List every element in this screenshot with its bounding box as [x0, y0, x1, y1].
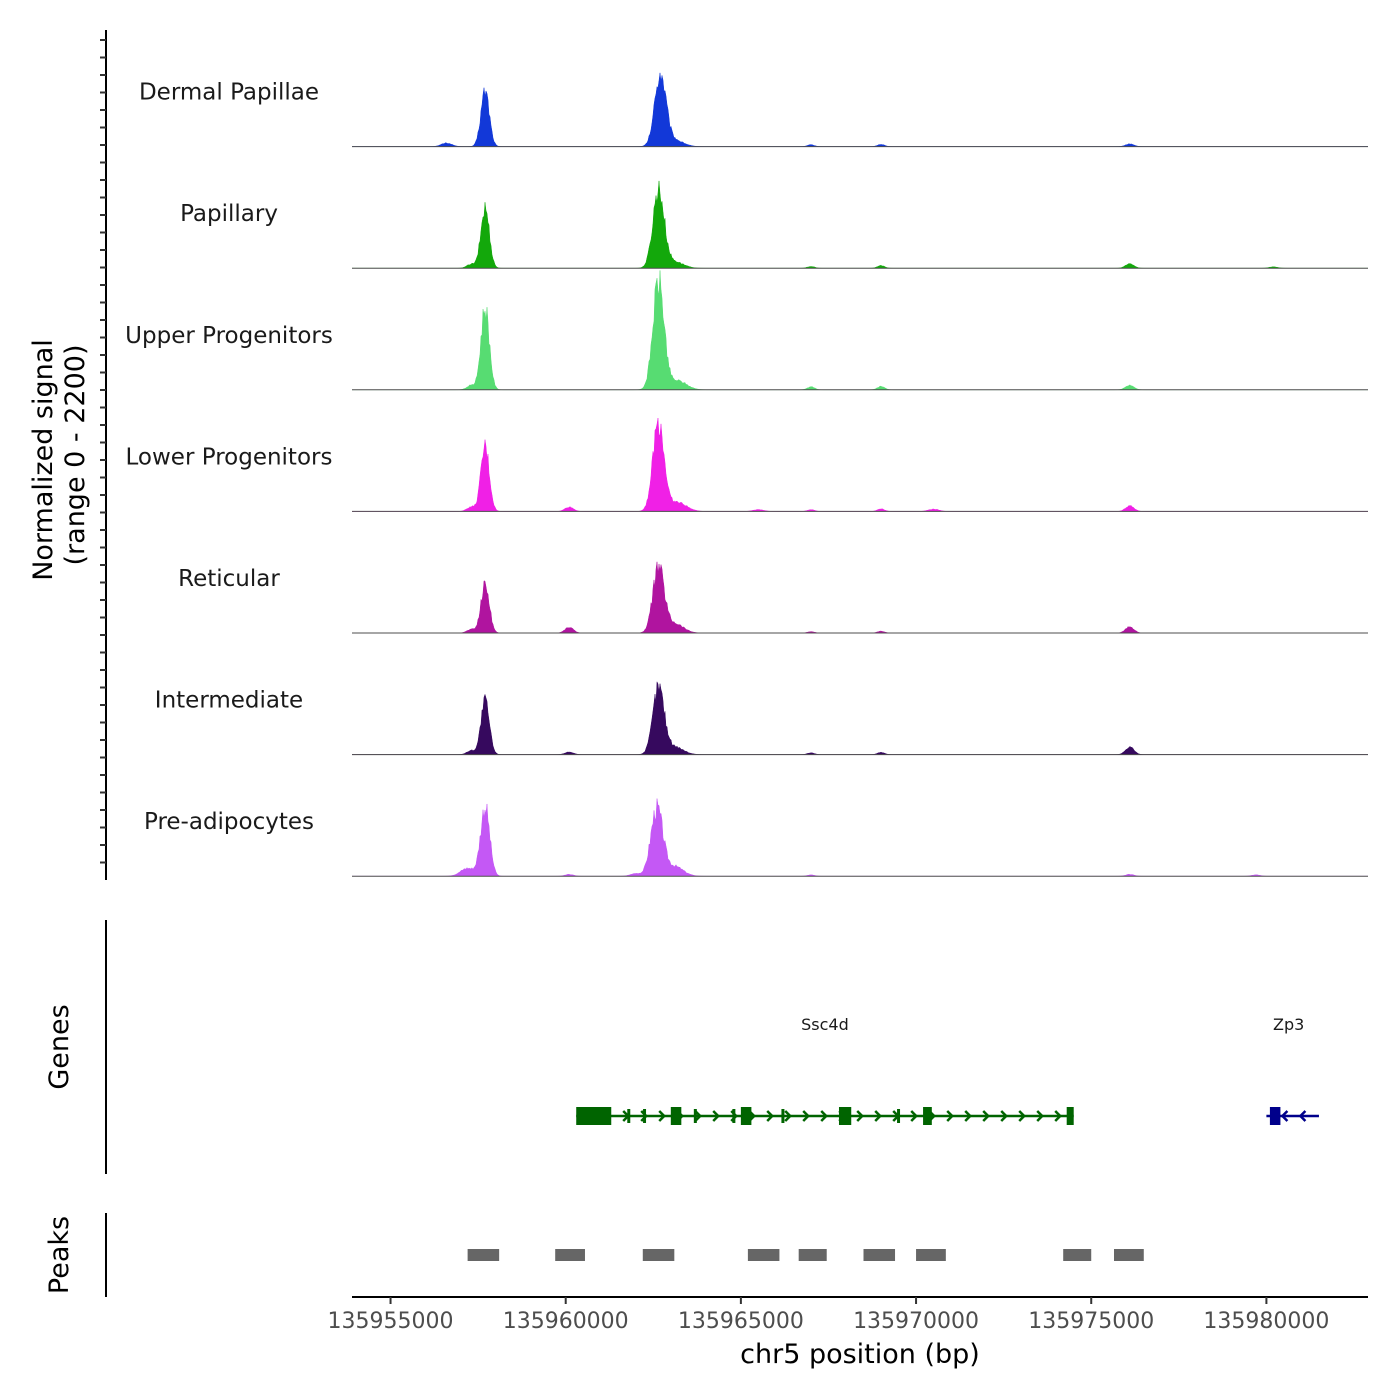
x-tick-label: 135975000 [1028, 1309, 1154, 1334]
gene-exon [1269, 1107, 1281, 1125]
x-axis-title: chr5 position (bp) [740, 1339, 980, 1370]
gene-strand-arrow [1018, 1110, 1026, 1122]
gene-label: Ssc4d [801, 1015, 849, 1034]
gene-exon [1066, 1107, 1074, 1125]
peak-region [642, 1249, 675, 1261]
x-tick-label: 135960000 [503, 1309, 629, 1334]
x-tick-label: 135965000 [678, 1309, 804, 1334]
gene-strand-arrow [1298, 1110, 1307, 1122]
gene-exon [670, 1107, 682, 1125]
genes-panel: Ssc4d Zp3 [105, 920, 1319, 1174]
coverage-track-1 [352, 180, 1368, 269]
coverage-track-3 [352, 417, 1368, 512]
peak-region [747, 1249, 780, 1261]
track-label: Pre-adipocytes [144, 809, 314, 835]
peak-region [863, 1249, 896, 1261]
gene-strand-arrow [658, 1110, 666, 1122]
genes-axis-title: Genes [44, 1004, 75, 1089]
gene-strand-arrow [856, 1110, 864, 1122]
peak-region [1114, 1249, 1144, 1261]
gene-strand-arrow [874, 1110, 882, 1122]
gene-strand-arrow [1036, 1110, 1044, 1122]
coverage-track-4 [352, 561, 1368, 634]
gene-strand-arrow [1054, 1110, 1062, 1122]
gene-strand-arrow [982, 1110, 990, 1122]
x-axis: 135955000 135960000 135965000 135970000 1359… [328, 1296, 1368, 1334]
coverage-panel: Dermal Papillae Papillary Upper Progenitor… [100, 30, 1368, 880]
y-axis-title-line1: Normalized signal [28, 339, 59, 581]
x-tick-label: 135980000 [1203, 1309, 1329, 1334]
track-label: Reticular [178, 566, 280, 592]
gene-exon [838, 1107, 852, 1125]
gene-strand-arrow [946, 1110, 954, 1122]
coverage-track-5 [352, 681, 1368, 755]
gene-label: Zp3 [1273, 1015, 1304, 1034]
gene-strand-arrow [802, 1110, 810, 1122]
gene-strand-arrow [694, 1110, 702, 1122]
gene-strand-arrow [820, 1110, 828, 1122]
track-label: Papillary [180, 201, 278, 227]
peak-region [555, 1249, 585, 1261]
coverage-track-0 [352, 72, 1368, 147]
peaks-panel [105, 1213, 1144, 1297]
x-tick-label: 135970000 [853, 1309, 979, 1334]
gene-strand-arrow [1000, 1110, 1008, 1122]
gene-strand-arrow [712, 1110, 720, 1122]
gene-exon [576, 1107, 612, 1125]
peaks-axis-title: Peaks [44, 1216, 75, 1294]
gene-strand-arrow [640, 1110, 648, 1122]
gene-exon [740, 1107, 752, 1125]
coverage-track-2 [352, 270, 1368, 391]
gene-strand-arrow [964, 1110, 972, 1122]
track-label: Lower Progenitors [126, 444, 333, 470]
peak-region [798, 1249, 827, 1261]
track-label: Upper Progenitors [125, 323, 333, 349]
peak-region [916, 1249, 946, 1261]
y-axis-title-line2: (range 0 - 2200) [60, 345, 91, 566]
gene-strand-arrow [910, 1110, 918, 1122]
coverage-track-6 [352, 798, 1368, 877]
track-label: Intermediate [155, 688, 303, 714]
gene-strand-arrow [784, 1110, 792, 1122]
gene-strand-arrow [1280, 1110, 1289, 1122]
gene-strand-arrow [766, 1110, 774, 1122]
peak-region [467, 1249, 500, 1261]
track-label: Dermal Papillae [139, 80, 319, 106]
gene-exon [923, 1107, 932, 1125]
peak-region [1063, 1249, 1092, 1261]
x-tick-label: 135955000 [328, 1309, 454, 1334]
